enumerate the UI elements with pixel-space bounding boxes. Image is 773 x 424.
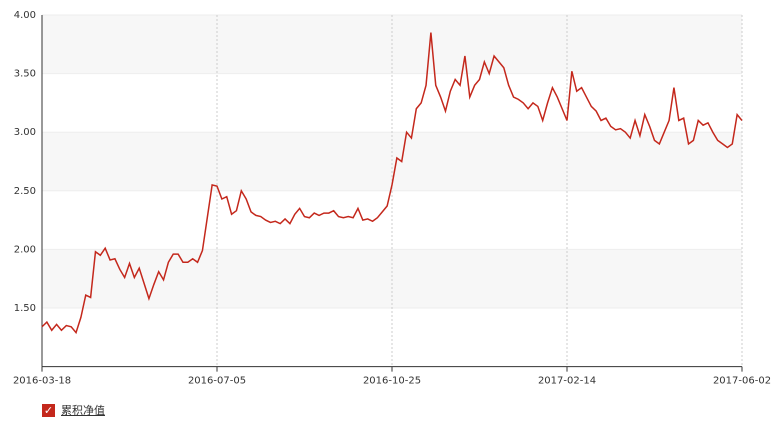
y-tick-label: 2.50 [14,186,36,197]
legend-checkbox[interactable]: ✓ [42,403,55,417]
x-tick-label: 2017-02-14 [538,376,596,387]
y-tick-label: 4.00 [14,10,36,21]
y-tick-label: 2.00 [14,244,36,255]
x-tick-label: 2017-06-02 [713,376,771,387]
series-line [41,32,743,335]
x-tick-label: 2016-07-05 [188,376,246,387]
y-tick-label: 1.50 [14,303,36,314]
y-tick-label: 3.00 [14,127,36,138]
y-tick-label: 3.50 [14,69,36,80]
legend-item[interactable]: ✓ 累积净值 [42,402,105,418]
x-tick-label: 2016-10-25 [363,376,421,387]
x-tick-label: 2016-03-18 [13,376,71,387]
legend-label[interactable]: 累积净值 [61,404,105,417]
